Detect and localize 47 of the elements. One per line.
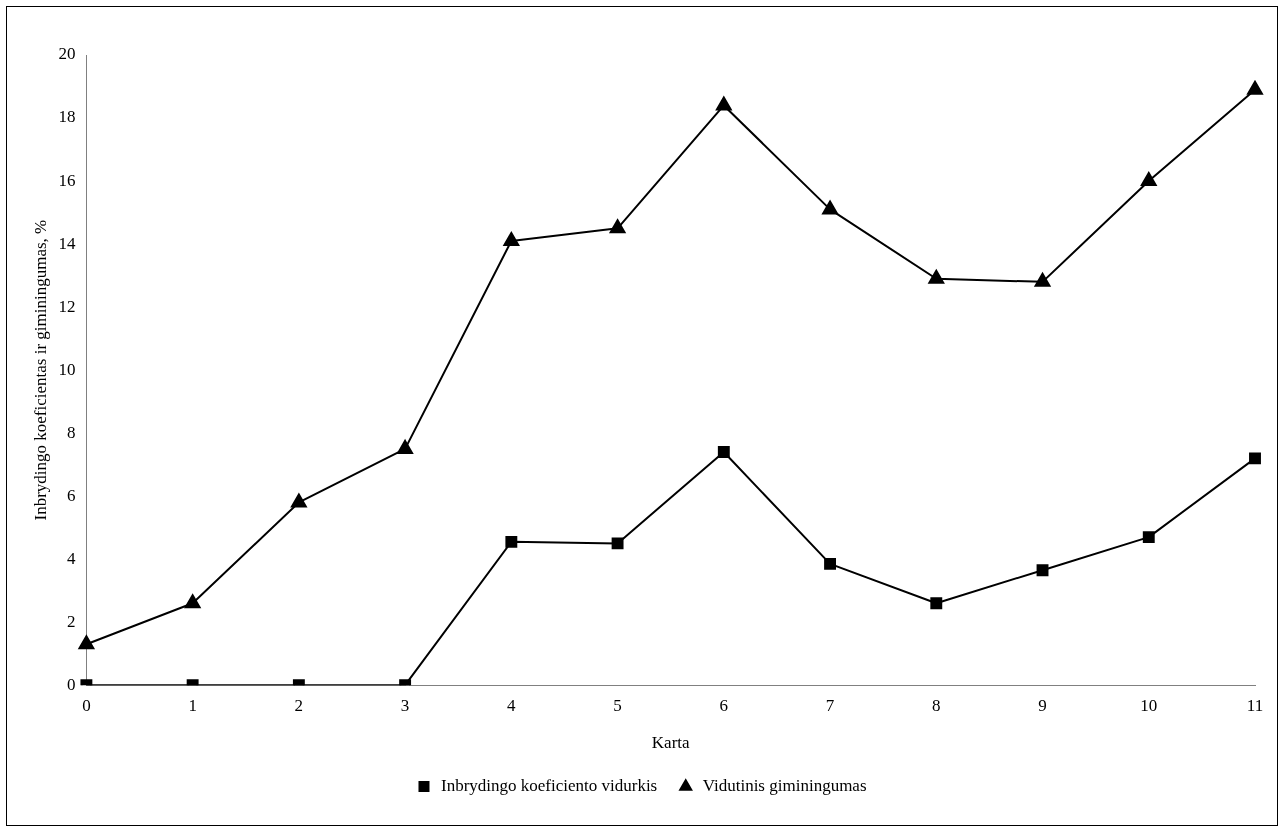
x-tick-label: 3 [400,695,410,715]
y-tick-label: 8 [66,422,76,442]
point [1247,80,1263,95]
legend-label: Vidutinis giminingumas [702,775,867,795]
point [717,446,730,458]
y-tick-label: 20 [58,44,76,64]
x-tick-label: 0 [82,695,91,715]
y-tick-label: 4 [66,548,76,568]
legend-label: Inbrydingo koeficiento vidurkis [440,775,658,795]
point [930,597,943,610]
point [611,537,624,550]
y-tick-label: 12 [58,296,76,316]
point [1034,272,1051,287]
x-tick-label: 6 [719,695,729,715]
point [505,535,518,548]
point [824,557,836,570]
point [397,439,414,454]
y-axis-title: Inbrydingo koeficientas ir giminingumas, % [30,219,50,521]
x-tick-label: 8 [932,695,941,715]
x-tick-label: 11 [1246,695,1264,715]
point [184,594,201,609]
x-tick-label: 1 [188,695,197,715]
point [609,219,626,234]
x-tick-label: 10 [1140,695,1158,715]
y-tick-label: 2 [66,611,76,631]
point [1142,531,1155,544]
y-tick-label: 18 [58,107,76,127]
point [78,635,95,650]
x-axis-title: Karta [651,733,691,753]
point [1140,172,1157,187]
y-tick-label: 14 [58,233,76,253]
y-tick-label: 10 [58,359,76,379]
x-tick-label: 2 [294,695,304,715]
y-tick-label: 16 [58,170,76,190]
point [290,493,307,508]
x-tick-label: 4 [507,695,517,715]
y-tick-label: 0 [66,674,76,694]
point [715,96,732,111]
x-tick-label: 5 [613,695,622,715]
x-tick-label: 7 [825,695,835,715]
point [928,269,945,284]
point [1249,452,1261,465]
point [822,200,838,215]
x-tick-label: 9 [1038,695,1047,715]
point [503,231,520,246]
point [1036,564,1049,577]
y-tick-label: 6 [66,485,76,505]
